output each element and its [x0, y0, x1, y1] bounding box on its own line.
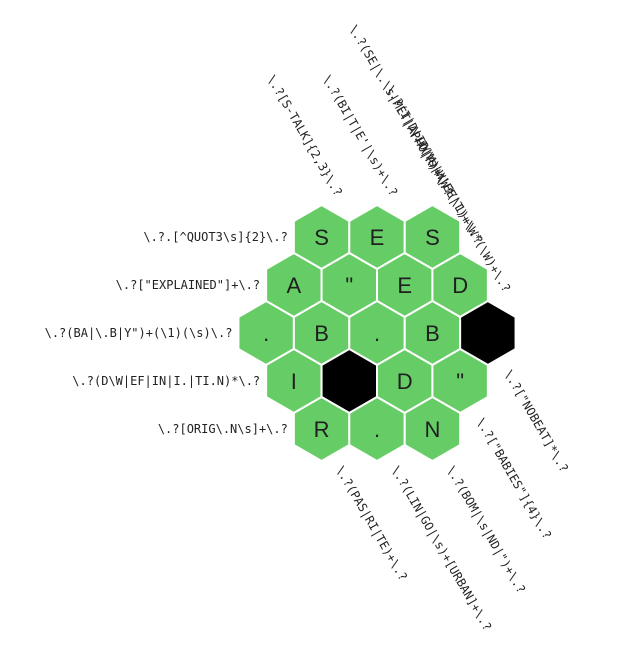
hex-cell[interactable]: E	[376, 251, 434, 319]
cell-letter: "	[345, 273, 353, 298]
cell-letter: .	[374, 321, 380, 346]
row-clue: \.?.[^QUOT3\s]{2}\.?	[143, 230, 288, 244]
row-clues: \.?.[^QUOT3\s]{2}\.? \.?["EXPLAINED"]+\.?…	[45, 230, 288, 436]
cell-letter: .	[374, 417, 380, 442]
row-clue: \.?(BA|\.B|Y")+(\1)(\s)\.?	[45, 326, 233, 340]
hex-cell[interactable]: N	[403, 395, 462, 463]
cell-letter: N	[424, 417, 440, 442]
cell-letter: E	[370, 225, 385, 250]
row-clue: \.?["EXPLAINED"]+\.?	[116, 278, 261, 292]
hex-cell[interactable]: S	[403, 203, 462, 271]
cell-letter: B	[314, 321, 329, 346]
bottom-diagonal-clue: \.?(LIN|GO|\s)+[URBAN]+\.?	[388, 464, 494, 634]
cell-letter: D	[397, 369, 413, 394]
row-clue: \.?[ORIG\.N\s]+\.?	[158, 422, 288, 436]
hex-grid: S E SA " E D. B. BI D "R. N	[237, 203, 517, 463]
cell-letter: "	[456, 369, 464, 394]
hex-shape	[403, 395, 462, 463]
cell-letter: S	[425, 225, 440, 250]
cell-letter: .	[263, 321, 269, 346]
cell-letter: D	[452, 273, 468, 298]
cell-letter: E	[397, 273, 412, 298]
bottom-diagonal-clue: \.?["NOBEAT]*\.?	[501, 368, 571, 475]
cell-letter: A	[287, 273, 302, 298]
row-clue: \.?(D\W|EF|IN|I.|TI.N)*\.?	[72, 374, 260, 388]
cell-letter: S	[314, 225, 329, 250]
cell-letter: I	[291, 369, 297, 394]
cell-letter: R	[314, 417, 330, 442]
cell-letter: B	[425, 321, 440, 346]
